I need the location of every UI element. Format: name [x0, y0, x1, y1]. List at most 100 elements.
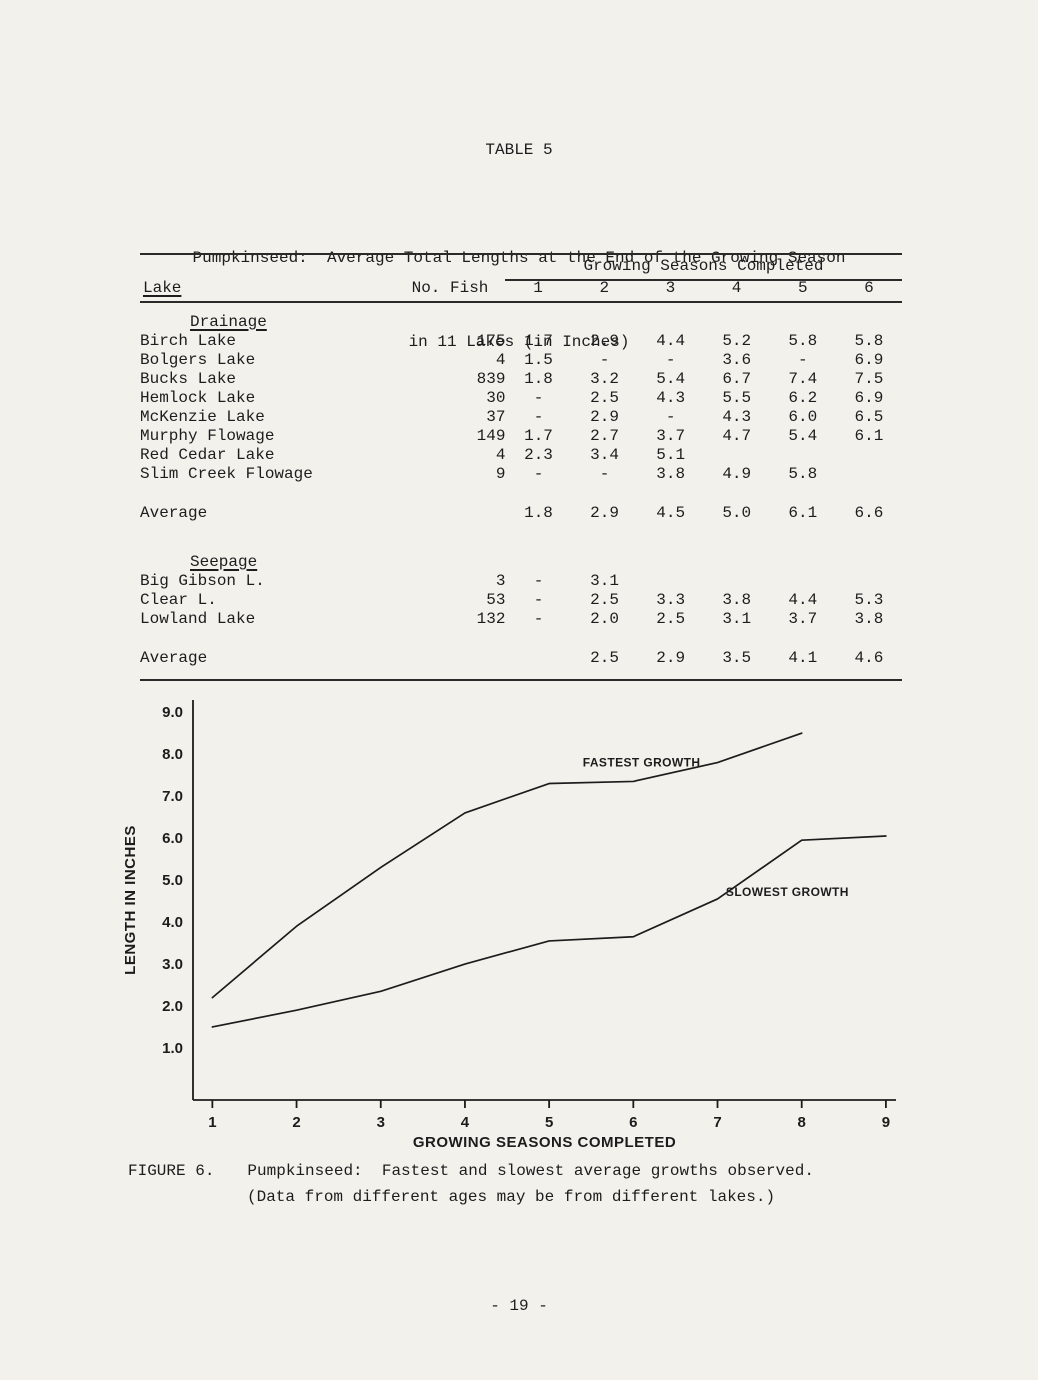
- season-value-cell: 6.1: [788, 503, 818, 522]
- x-tick-label: 9: [882, 1114, 890, 1131]
- table-title-line2: in 11 Lakes (in Inches): [408, 333, 630, 351]
- season-value-cell: 5.2: [722, 331, 752, 350]
- table-row: Bolgers Lake 4 1.5 - - 3.6 - 6.9: [140, 350, 902, 369]
- fish-count-cell: 839: [476, 369, 506, 388]
- season-header: 5: [797, 279, 808, 297]
- section-title: Seepage: [190, 552, 258, 571]
- table-number-heading: TABLE 5: [485, 141, 553, 159]
- season-value-cell: -: [533, 571, 544, 590]
- season-value-cell: 5.8: [788, 331, 818, 350]
- season-header: 2: [599, 279, 610, 297]
- table-row: Clear L. 53 - 2.5 3.3 3.8 4.4 5.3: [140, 590, 902, 609]
- season-value-cell: 2.5: [590, 590, 619, 609]
- season-value-cell: -: [798, 350, 808, 369]
- table-bottom-rule: [140, 679, 902, 681]
- figure-caption: FIGURE 6. Pumpkinseed: Fastest and slowes…: [128, 1158, 814, 1210]
- average-row: Average 2.5 2.9 3.5 4.1 4.6: [140, 648, 902, 667]
- season-value-cell: 6.5: [854, 407, 884, 426]
- lake-name-cell: Bucks Lake: [140, 369, 237, 388]
- average-label-cell: Average: [140, 503, 208, 522]
- spacer-row: [140, 522, 902, 552]
- season-value-cell: 1.8: [524, 369, 553, 388]
- x-tick-label: 3: [377, 1114, 385, 1131]
- season-value-cell: -: [665, 350, 676, 369]
- fish-count-cell: 132: [476, 609, 506, 628]
- season-value-cell: 7.4: [788, 369, 818, 388]
- table-row: Hemlock Lake 30 - 2.5 4.3 5.5 6.2 6.9: [140, 388, 902, 407]
- season-value-cell: 5.5: [722, 388, 752, 407]
- season-value-cell: 3.1: [590, 571, 619, 590]
- season-header: 1: [533, 279, 543, 297]
- season-value-cell: 2.5: [590, 648, 619, 667]
- season-value-cell: 6.1: [854, 426, 884, 445]
- figure-caption-line1: FIGURE 6. Pumpkinseed: Fastest and slowes…: [128, 1158, 814, 1184]
- y-tick-label: 4.0: [162, 914, 183, 931]
- season-value-cell: 7.5: [854, 369, 884, 388]
- season-value-cell: 3.7: [788, 609, 818, 628]
- fish-count-cell: 53: [486, 590, 506, 609]
- season-value-cell: 2.5: [656, 609, 686, 628]
- season-value-cell: [836, 445, 902, 464]
- season-value-cell: [770, 445, 836, 464]
- y-tick-label: 7.0: [162, 788, 183, 805]
- season-value-cell: 3.2: [590, 369, 619, 388]
- lake-name-cell: Hemlock Lake: [140, 388, 256, 407]
- season-value-cell: [638, 571, 704, 590]
- season-value-cell: 1.8: [524, 503, 553, 522]
- season-value-cell: -: [533, 388, 544, 407]
- season-value-cell: 5.3: [854, 590, 884, 609]
- lake-table-rows: Drainage Birch Lake 175 1.7 2.9 4.4 5.2 5.8 5.8 B…: [140, 303, 902, 679]
- season-value-cell: 3.4: [590, 445, 619, 464]
- fish-count-cell: 4: [495, 445, 506, 464]
- season-value-cell: [505, 648, 571, 667]
- y-tick-label: 6.0: [162, 830, 183, 847]
- season-value-cell: 6.2: [788, 388, 818, 407]
- season-value-cell: 2.9: [590, 503, 619, 522]
- figure-label: FIGURE 6.: [128, 1162, 215, 1180]
- fish-count-cell: [395, 503, 505, 522]
- season-value-cell: [704, 571, 770, 590]
- season-value-cell: 1.7: [524, 331, 553, 350]
- series-line-slowest: [211, 835, 887, 1028]
- season-value-cell: 3.5: [722, 648, 752, 667]
- season-value-cell: 5.4: [788, 426, 818, 445]
- season-value-cell: -: [599, 350, 610, 369]
- season-value-cell: 3.3: [656, 590, 686, 609]
- lake-column-header: Lake: [143, 279, 182, 297]
- season-value-cell: 6.9: [854, 388, 884, 407]
- growth-chart: 1 2 3 4 5 6 7 8 9 1.0 2.0 3.0 4.0 5.0 6.0 7.0 8.0 9.0 FAST…: [90, 685, 930, 1165]
- season-value-cell: 4.5: [656, 503, 686, 522]
- fish-count-cell: 149: [476, 426, 506, 445]
- lake-name-cell: McKenzie Lake: [140, 407, 265, 426]
- season-value-cell: 5.8: [854, 331, 884, 350]
- season-value-cell: 1.5: [524, 350, 553, 369]
- x-tick-label: 8: [798, 1114, 806, 1131]
- page-number: - 19 -: [490, 1297, 548, 1315]
- fish-count-cell: 37: [486, 407, 506, 426]
- table-row: Birch Lake 175 1.7 2.9 4.4 5.2 5.8 5.8: [140, 331, 902, 350]
- fish-count-cell: 9: [495, 464, 506, 483]
- lake-name-cell: Red Cedar Lake: [140, 445, 275, 464]
- fish-count-cell: 30: [486, 388, 506, 407]
- fish-count-cell: 175: [476, 331, 506, 350]
- season-value-cell: -: [533, 590, 544, 609]
- season-headers: 1 2 3 4 5 6: [505, 279, 902, 297]
- season-value-cell: -: [533, 609, 544, 628]
- table-row: Bucks Lake 839 1.8 3.2 5.4 6.7 7.4 7.5: [140, 369, 902, 388]
- series-line-fastest: [211, 732, 803, 999]
- average-row: Average 1.8 2.9 4.5 5.0 6.1 6.6: [140, 503, 902, 522]
- season-value-cell: 4.9: [722, 464, 752, 483]
- column-group-rule: [505, 279, 902, 281]
- season-value-cell: 1.7: [524, 426, 553, 445]
- season-value-cell: [704, 445, 770, 464]
- y-tick-label: 8.0: [162, 746, 183, 763]
- x-tick-label: 7: [713, 1114, 721, 1131]
- spacer-row: [140, 628, 902, 648]
- lake-name-cell: Slim Creek Flowage: [140, 464, 313, 483]
- y-axis-label: LENGTH IN INCHES: [122, 825, 139, 975]
- season-value-cell: 3.8: [656, 464, 686, 483]
- figure-caption-line2: (Data from different ages may be from di…: [247, 1188, 776, 1206]
- season-value-cell: 2.5: [590, 388, 619, 407]
- season-value-cell: 2.9: [590, 407, 619, 426]
- x-tick-label: 6: [629, 1114, 637, 1131]
